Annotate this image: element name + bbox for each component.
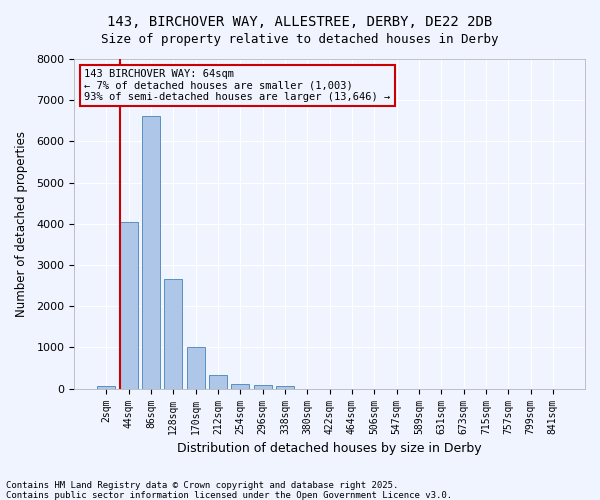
Text: Size of property relative to detached houses in Derby: Size of property relative to detached ho… bbox=[101, 32, 499, 46]
Bar bbox=[209, 374, 227, 388]
Text: 143 BIRCHOVER WAY: 64sqm
← 7% of detached houses are smaller (1,003)
93% of semi: 143 BIRCHOVER WAY: 64sqm ← 7% of detache… bbox=[85, 69, 391, 102]
Bar bbox=[120, 222, 137, 388]
Y-axis label: Number of detached properties: Number of detached properties bbox=[15, 131, 28, 317]
Bar bbox=[276, 386, 294, 388]
Bar bbox=[232, 384, 249, 388]
Bar bbox=[254, 384, 272, 388]
X-axis label: Distribution of detached houses by size in Derby: Distribution of detached houses by size … bbox=[177, 442, 482, 455]
Bar bbox=[142, 116, 160, 388]
Bar bbox=[187, 348, 205, 389]
Text: Contains public sector information licensed under the Open Government Licence v3: Contains public sector information licen… bbox=[6, 491, 452, 500]
Bar bbox=[97, 386, 115, 388]
Bar bbox=[164, 280, 182, 388]
Text: 143, BIRCHOVER WAY, ALLESTREE, DERBY, DE22 2DB: 143, BIRCHOVER WAY, ALLESTREE, DERBY, DE… bbox=[107, 15, 493, 29]
Text: Contains HM Land Registry data © Crown copyright and database right 2025.: Contains HM Land Registry data © Crown c… bbox=[6, 481, 398, 490]
